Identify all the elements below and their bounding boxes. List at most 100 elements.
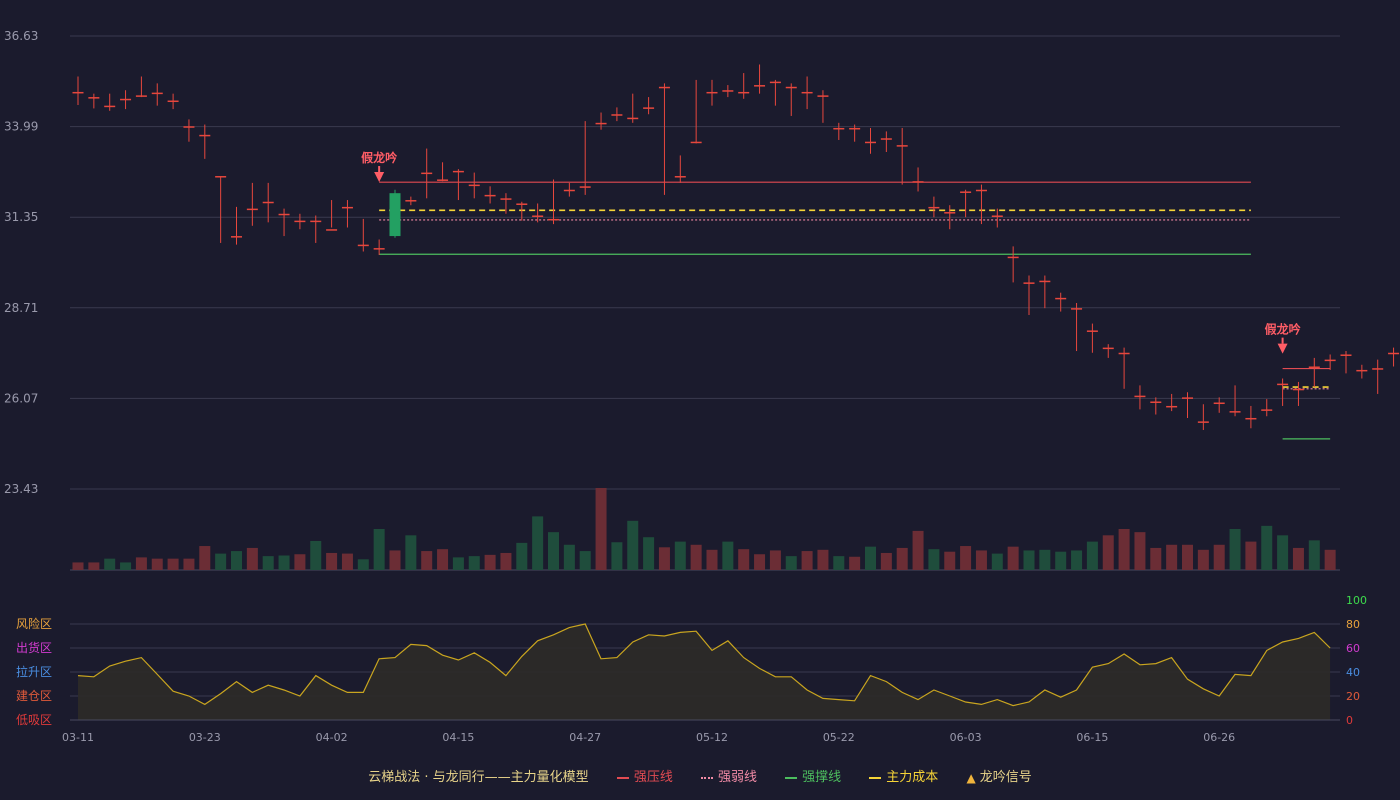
volume-bar: [627, 520, 639, 570]
volume-bar: [579, 551, 591, 570]
candle-body: [1071, 308, 1083, 310]
legend-item-weak-line[interactable]: 强弱线: [700, 766, 757, 785]
candle-body: [1372, 368, 1384, 370]
candle-body: [579, 186, 591, 188]
volume-bar: [120, 562, 132, 570]
candle-body: [1134, 395, 1146, 398]
legend-label: 强压线: [633, 770, 673, 785]
volume-bar: [1197, 549, 1209, 570]
volume-bar: [865, 546, 876, 570]
signal-arrow-icon: [1277, 343, 1288, 354]
volume-bar: [1324, 549, 1336, 570]
volume-bar: [738, 549, 750, 570]
triangle-icon: ▲: [966, 770, 976, 785]
volume-bar: [1261, 525, 1273, 570]
volume-bar: [991, 553, 1003, 570]
volume-bar: [246, 547, 258, 570]
volume-bar: [88, 562, 100, 570]
volume-bar: [1086, 541, 1098, 570]
candle-body: [1039, 280, 1051, 283]
chart-legend: 云梯战法 · 与龙同行——主力量化模型 强压线 强弱线 强撑线 主力成本 ▲ 龙吟…: [0, 766, 1400, 785]
candle-body: [674, 176, 686, 178]
candle-body: [167, 100, 179, 103]
volume-bars: [72, 488, 1336, 570]
volume-bar: [833, 556, 845, 570]
candle-body: [563, 189, 575, 192]
volume-bar: [643, 537, 655, 570]
candle-body: [135, 95, 147, 97]
candle-body: [833, 127, 845, 130]
volume-bar: [72, 562, 84, 570]
volume-bar: [595, 488, 607, 570]
candle-body: [658, 86, 670, 89]
volume-bar: [1118, 529, 1130, 570]
legend-item-resistance[interactable]: 强压线: [616, 766, 673, 785]
candle-body: [991, 215, 1003, 217]
y-tick-label: 31.35: [4, 210, 38, 224]
volume-bar: [785, 556, 797, 570]
volume-bar: [1166, 544, 1178, 570]
candle-body: [1197, 421, 1209, 423]
support-line-icon: [785, 776, 798, 779]
candle-body: [912, 181, 924, 183]
volume-bar: [183, 558, 195, 570]
volume-bar: [849, 556, 861, 570]
volume-bar: [135, 557, 147, 570]
signal-arrow-icon: [374, 172, 385, 183]
candle-body: [231, 236, 242, 238]
zone-label: 拉升区: [16, 664, 52, 679]
candle-body: [88, 97, 100, 99]
legend-label: 强撑线: [802, 770, 842, 785]
candle-body: [1261, 409, 1273, 411]
volume-bar: [1102, 535, 1114, 570]
candle-body: [1229, 411, 1241, 413]
signal-label: 假龙吟: [361, 150, 397, 165]
legend-label: 主力成本: [886, 770, 939, 785]
right-tick-label: 60: [1346, 642, 1360, 655]
volume-bar: [1150, 547, 1162, 570]
indicator-area: [78, 624, 1331, 720]
legend-item-signal[interactable]: ▲ 龙吟信号: [966, 766, 1031, 785]
candle-body: [104, 105, 116, 108]
candle-body: [1055, 297, 1067, 300]
x-tick-label: 06-26: [1203, 731, 1235, 744]
volume-bar: [1007, 546, 1019, 570]
candlesticks: [72, 64, 1400, 430]
candle-body: [1277, 383, 1289, 386]
volume-bar: [880, 552, 892, 570]
candle-body: [532, 215, 544, 217]
y-tick-label: 36.63: [4, 29, 38, 43]
volume-bar: [373, 529, 385, 570]
candle-body: [896, 145, 908, 147]
candle-body: [1388, 352, 1400, 355]
volume-bar: [1292, 547, 1304, 570]
candle-body: [72, 91, 84, 94]
candle-body: [595, 122, 607, 125]
zone-label: 低吸区: [16, 713, 52, 727]
legend-title: 云梯战法 · 与龙同行——主力量化模型: [368, 770, 589, 785]
volume-bar: [817, 549, 829, 570]
candle-body: [1023, 282, 1035, 284]
volume-bar: [1039, 549, 1051, 570]
legend-item-support[interactable]: 强撑线: [785, 766, 841, 785]
volume-bar: [532, 516, 544, 570]
right-tick-label: 20: [1346, 690, 1360, 703]
candle-body: [246, 208, 258, 211]
indicator-line: [77, 623, 1331, 707]
candle-body: [310, 220, 322, 223]
candle-body: [928, 206, 940, 209]
candle-body: [215, 176, 227, 178]
volume-bar: [310, 540, 322, 570]
candle-body: [1118, 352, 1130, 355]
volume-bar: [706, 549, 718, 570]
legend-item-cost[interactable]: 主力成本: [869, 766, 938, 785]
candle-body: [294, 220, 306, 223]
x-tick-label: 03-11: [62, 731, 94, 744]
y-tick-label: 33.99: [4, 120, 38, 134]
candle-body: [373, 248, 385, 250]
volume-bar: [1277, 535, 1289, 570]
candle-body: [785, 86, 797, 89]
candle-body: [975, 189, 987, 192]
volume-bar: [611, 542, 623, 570]
cost-line-icon: [869, 776, 882, 779]
